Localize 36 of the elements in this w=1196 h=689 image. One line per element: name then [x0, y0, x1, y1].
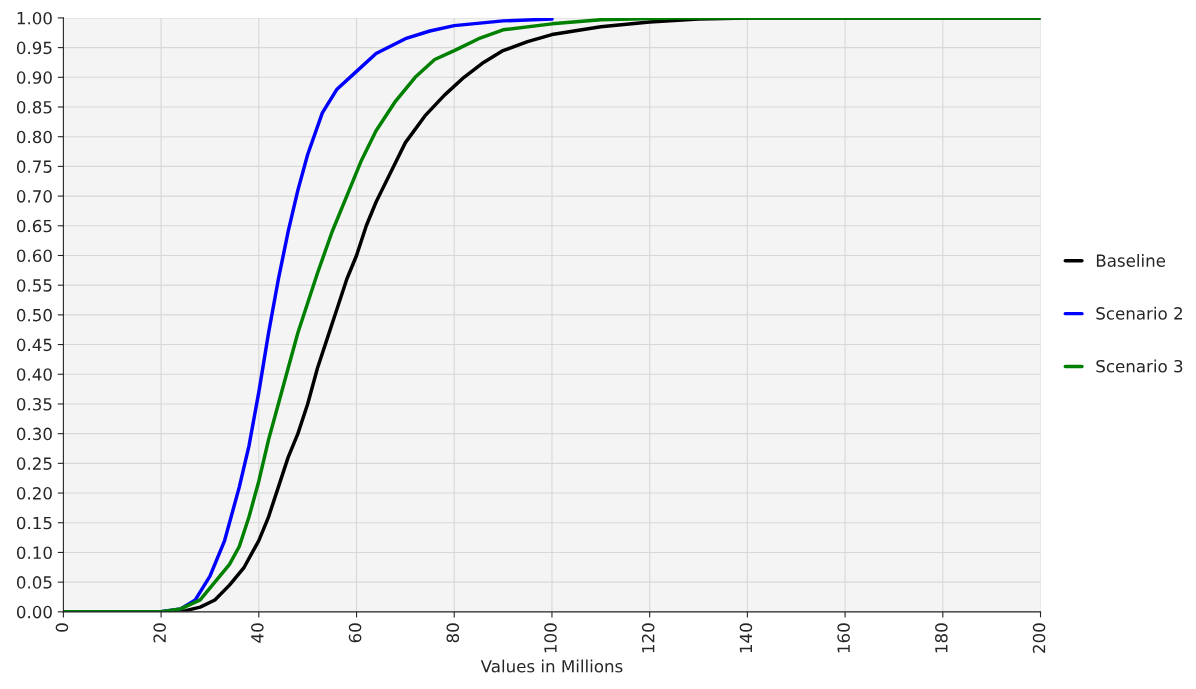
y-tick-label: 0.05 — [16, 576, 52, 589]
y-tick-label: 0.25 — [16, 457, 52, 470]
y-tick-label: 0.50 — [16, 308, 52, 322]
y-tick-label: 0.35 — [16, 397, 52, 411]
x-axis-title: Values in Millions — [480, 659, 623, 673]
y-tick-label: 0.30 — [16, 427, 52, 441]
x-tick-label: 200 — [1032, 623, 1046, 653]
x-tick-label: 160 — [837, 623, 850, 653]
x-tick-label: 120 — [641, 623, 655, 653]
y-tick-label: 0.70 — [16, 190, 52, 203]
y-tick-label: 0.75 — [16, 160, 52, 173]
y-tick-label: 0.60 — [16, 249, 52, 263]
y-tick-label: 0.00 — [16, 605, 52, 619]
y-tick-label: 0.55 — [16, 279, 52, 292]
x-tick-label: 0 — [55, 623, 69, 632]
y-tick-label: 0.40 — [16, 368, 52, 381]
y-tick-label: 0.95 — [16, 41, 52, 55]
x-tick-label: 100 — [544, 623, 557, 653]
legend-label: Baseline — [1096, 254, 1166, 267]
y-tick-label: 0.10 — [16, 546, 52, 560]
y-tick-label: 0.65 — [16, 219, 52, 233]
y-tick-label: 0.20 — [16, 487, 52, 500]
x-tick-label: 140 — [739, 623, 753, 653]
legend-label: Scenario 2 — [1096, 306, 1182, 320]
y-tick-label: 1.00 — [17, 11, 52, 25]
x-tick-label: 40 — [251, 623, 264, 643]
x-tick-label: 180 — [935, 623, 948, 653]
legend-label: Scenario 3 — [1096, 359, 1183, 373]
x-tick-label: 20 — [153, 623, 166, 643]
y-tick-label: 0.90 — [16, 71, 52, 84]
x-tick-label: 80 — [446, 623, 460, 643]
y-tick-label: 0.45 — [16, 338, 52, 352]
y-tick-label: 0.85 — [16, 100, 52, 114]
y-tick-label: 0.15 — [16, 516, 52, 530]
y-tick-label: 0.80 — [16, 130, 52, 144]
x-tick-label: 60 — [348, 623, 362, 643]
